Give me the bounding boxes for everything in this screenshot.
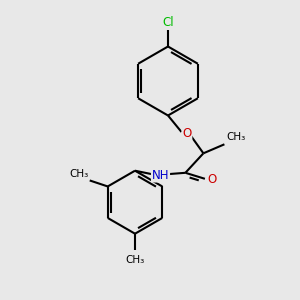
Text: O: O <box>182 127 191 140</box>
Text: CH₃: CH₃ <box>69 169 88 179</box>
Text: CH₃: CH₃ <box>226 132 245 142</box>
Text: NH: NH <box>152 169 169 182</box>
Text: CH₃: CH₃ <box>125 255 145 265</box>
Text: O: O <box>207 173 216 186</box>
Text: Cl: Cl <box>162 16 174 29</box>
